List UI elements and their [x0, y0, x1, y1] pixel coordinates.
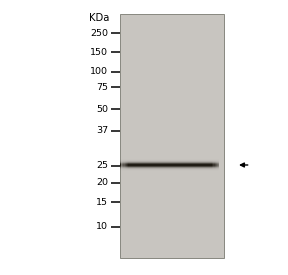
Text: KDa: KDa: [89, 13, 109, 23]
Text: 15: 15: [96, 198, 108, 207]
Bar: [122, 160, 124, 170]
Bar: [217, 160, 218, 170]
Bar: [212, 160, 213, 170]
Bar: [124, 160, 125, 170]
Text: 100: 100: [90, 67, 108, 76]
Bar: [216, 160, 217, 170]
Bar: [120, 14, 224, 258]
Bar: [121, 160, 122, 170]
Bar: [213, 160, 215, 170]
Text: 50: 50: [96, 105, 108, 114]
Bar: [215, 160, 216, 170]
Text: 20: 20: [96, 178, 108, 187]
Bar: [125, 160, 126, 170]
Text: 10: 10: [96, 222, 108, 231]
Bar: [127, 160, 128, 170]
Bar: [218, 160, 219, 170]
Text: 150: 150: [90, 48, 108, 57]
Text: 37: 37: [96, 126, 108, 135]
Bar: [126, 160, 127, 170]
Text: 25: 25: [96, 161, 108, 170]
Text: 75: 75: [96, 83, 108, 92]
Text: 250: 250: [90, 29, 108, 37]
